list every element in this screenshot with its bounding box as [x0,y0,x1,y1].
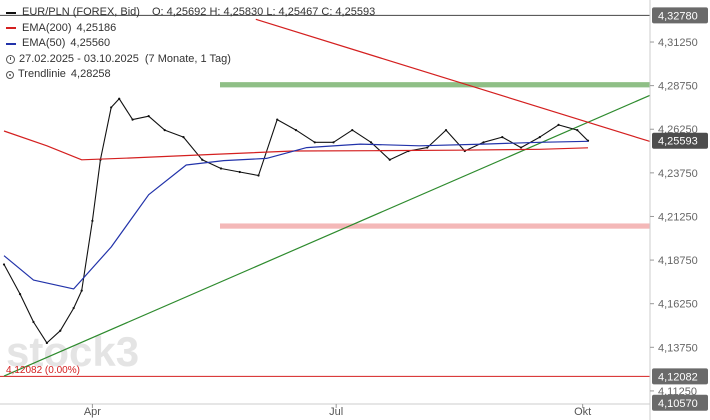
ema50-line [3,140,589,290]
y-tick-label: 4,13750 [658,342,698,354]
trendline-bullet-icon [6,70,14,79]
price-point [110,106,113,109]
price-tag-box [652,368,708,385]
trendline-label: Trendlinie [18,68,66,80]
price-point [576,129,579,132]
ema200-line [3,130,589,161]
price-point [501,135,504,139]
zone-resistance [220,82,650,88]
x-tick-label: Jul [329,406,343,418]
price-tag-label: 4,12082 [658,371,698,383]
price-point [219,167,223,170]
price-tag-box [652,7,708,24]
price-point [182,135,185,139]
price-tag-label: 4,25593 [658,136,698,148]
clock-icon [6,54,15,64]
price-point [351,129,354,132]
price-point [369,141,373,144]
price-point [2,263,6,266]
price-point [482,141,485,144]
support-trendline [3,94,651,377]
period-range: 27.02.2025 - 03.10.2025 [19,52,139,65]
price-point [32,320,35,324]
x-tick-label: Okt [574,406,591,418]
ema50-label: EMA(50) [22,37,66,49]
price-tag-box [652,132,708,149]
legend-period-row: 27.02.2025 - 03.10.2025 (7 Monate, 1 Tag… [6,52,375,68]
price-point [118,97,121,100]
watermark-logo: stock3 [6,328,139,375]
price-point [557,123,560,126]
y-tick-label: 4,23750 [658,168,698,180]
price-tag-label: 4,10570 [658,398,698,410]
zone-support [220,223,650,229]
price-point [91,219,94,222]
price-point [131,118,134,121]
price-point [147,115,150,118]
price-point [444,129,448,132]
price-point [238,170,241,174]
price-point [294,129,298,132]
ohlc-values: O: 4,25692 H: 4,25830 L: 4,25467 C: 4,25… [151,6,376,18]
price-point [538,135,541,139]
price-point [313,141,316,144]
price-swatch [6,11,16,14]
y-tick-label: 4,18750 [658,255,698,267]
legend-instrument-row: EUR/PLN (FOREX, Bid) O: 4,25692 H: 4,258… [6,5,375,21]
price-point [59,329,62,332]
price-point [45,341,48,345]
y-tick-label: 4,31250 [658,37,698,49]
ema50-value: 4,25560 [70,37,111,49]
price-point [519,146,523,149]
legend-ema200-row[interactable]: EMA(200) 4,25186 [6,21,375,37]
chart-legend: EUR/PLN (FOREX, Bid) O: 4,25692 H: 4,258… [6,5,375,83]
y-tick-label: 4,21250 [658,211,698,223]
price-point [80,289,83,292]
price-point [332,141,335,144]
price-point [257,174,260,177]
low-marker-label: 4,12082 (0.00%) [6,365,80,376]
price-point [426,146,429,149]
y-tick-label: 4,16250 [658,299,698,311]
x-tick-label: Apr [84,406,101,418]
y-tick-label: 4,28750 [658,81,698,93]
price-point [72,306,75,310]
legend-ema50-row[interactable]: EMA(50) 4,25560 [6,36,375,52]
trendline-value: 4,28258 [70,68,111,80]
price-tag-box [652,394,708,411]
price-point [163,129,166,132]
price-tag-label: 4,32780 [658,10,698,22]
price-point [18,292,22,296]
ema200-swatch [6,27,16,30]
resistance-trendline [255,18,651,143]
price-point [201,158,204,161]
ema200-label: EMA(200) [22,21,72,34]
ema50-swatch [6,42,16,45]
ema200-value: 4,25186 [76,21,117,34]
period-note: (7 Monate, 1 Tag) [144,52,231,65]
price-point [388,158,391,161]
legend-trendline-row[interactable]: Trendlinie 4,28258 [6,67,375,83]
instrument-name: EUR/PLN (FOREX, Bid) [22,6,140,18]
price-point [276,118,279,121]
